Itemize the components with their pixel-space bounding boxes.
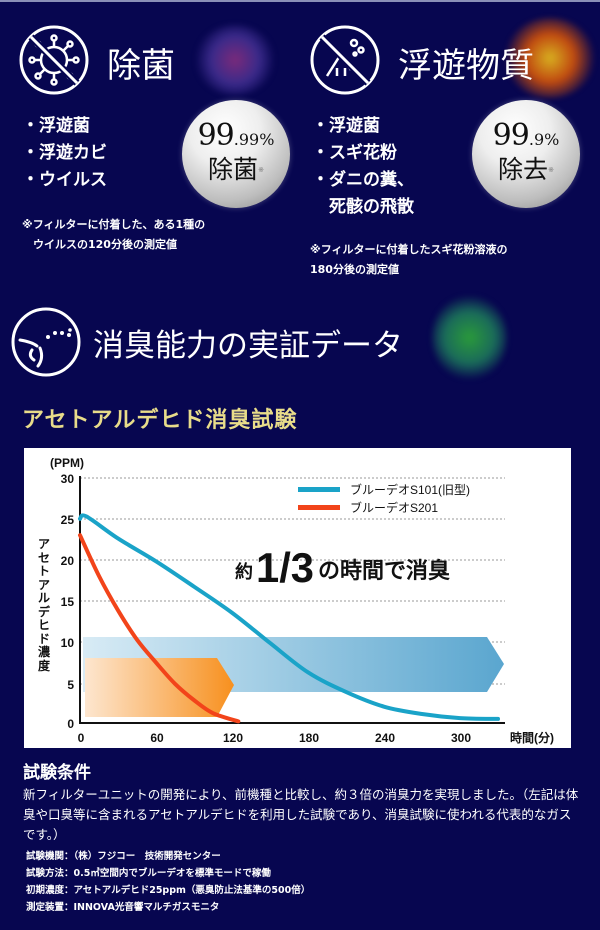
sterilize-note: ※フィルターに付着した、ある1種の ウイルスの120分後の測定値	[22, 215, 205, 255]
svg-text:10: 10	[61, 636, 75, 650]
badge-note-mark: ※	[548, 166, 554, 174]
deodorize-title: 消臭能力の実証データ	[93, 328, 403, 364]
list-item: ・スギ花粉	[312, 143, 397, 163]
badge-value-main: 99	[197, 118, 235, 153]
legend-label-s201: ブルーデオS201	[350, 500, 438, 515]
y-unit-label: (PPM)	[50, 456, 84, 470]
x-axis-label: 時間(分)	[510, 730, 554, 745]
svg-text:30: 30	[61, 472, 75, 486]
no-particles-icon	[310, 25, 380, 95]
svg-text:1/3: 1/3	[256, 544, 314, 591]
note-line: ウイルスの120分後の測定値	[22, 238, 177, 251]
splash-decoration-green	[432, 295, 507, 380]
svg-text:15: 15	[61, 595, 75, 609]
note-line: 180分後の測定値	[310, 263, 399, 276]
badge-note-mark: ※	[258, 166, 264, 174]
svg-text:の時間で消臭: の時間で消臭	[318, 558, 450, 584]
svg-text:約: 約	[235, 561, 253, 583]
svg-text:120: 120	[223, 731, 243, 745]
legend-swatch-s201	[298, 505, 340, 510]
spec-line: 初期濃度：アセトアルデヒド25ppm（悪臭防止法基準の500倍）	[26, 885, 311, 896]
test-conditions-description: 新フィルターユニットの開発により、前機種と比較し、約３倍の消臭力を実現しました。…	[23, 787, 579, 842]
svg-text:60: 60	[150, 731, 164, 745]
sterilize-rate-badge: 99.99% 除菌※	[182, 100, 290, 208]
svg-text:0: 0	[78, 731, 85, 745]
test-specs-list: 試験機関：（株）フジコー 技術開発センター 試験方法：0.5㎥空間内でブルーデオ…	[26, 848, 310, 916]
series-line-s201	[78, 533, 241, 724]
svg-text:0: 0	[67, 717, 74, 731]
list-item: ・浮遊菌	[312, 116, 380, 136]
airborne-rate-badge: 99.9% 除去※	[472, 100, 580, 208]
badge-value-decimal: .99%	[233, 130, 275, 149]
y-tick-labels: 30 25 20 15 10 5 0	[61, 472, 75, 731]
airborne-target-list: ・浮遊菌 ・スギ花粉 ・ダニの糞、 死骸の飛散	[312, 113, 414, 221]
spec-line: 測定装置：INNOVA光音響マルチガスモニタ	[26, 902, 220, 913]
svg-text:240: 240	[375, 731, 395, 745]
test-conditions-title: 試験条件	[23, 763, 91, 783]
svg-text:5: 5	[67, 678, 74, 692]
airborne-title: 浮遊物質	[398, 46, 534, 86]
svg-text:20: 20	[61, 554, 75, 568]
legend-swatch-s101	[298, 487, 340, 492]
list-item: 死骸の飛散	[312, 197, 414, 217]
svg-text:300: 300	[451, 731, 471, 745]
list-item: ・ウイルス	[22, 170, 107, 190]
test-subtitle: アセトアルデヒド消臭試験	[22, 408, 298, 433]
chart-legend: ブルーデオS101(旧型) ブルーデオS201	[298, 482, 470, 515]
y-axis-label: アセトアルデヒド濃度	[38, 537, 51, 673]
chart-plot: 30 25 20 15 10 5 0 0 60 120 180 240 300 …	[50, 456, 554, 745]
sterilize-target-list: ・浮遊菌 ・浮遊カビ ・ウイルス	[22, 113, 107, 194]
list-item: ・浮遊カビ	[22, 143, 107, 163]
top-divider	[0, 0, 600, 2]
no-virus-icon	[19, 25, 89, 95]
list-item: ・浮遊菌	[22, 116, 90, 136]
spec-line: 試験方法：0.5㎥空間内でブルーデオを標準モードで稼働	[26, 868, 271, 879]
sterilize-title: 除菌	[107, 46, 175, 86]
note-line: ※フィルターに付着したスギ花粉溶液の	[310, 243, 508, 256]
badge-label: 除去	[498, 155, 549, 184]
spec-line: 試験機関：（株）フジコー 技術開発センター	[26, 851, 221, 862]
series-line-s101	[78, 513, 500, 721]
badge-value-main: 99	[492, 118, 530, 153]
chart-headline: 約 1/3 の時間で消臭	[235, 544, 450, 591]
list-item: ・ダニの糞、	[312, 170, 414, 190]
odor-nose-icon	[11, 307, 81, 377]
svg-text:180: 180	[299, 731, 319, 745]
svg-text:25: 25	[61, 513, 75, 527]
x-tick-labels: 0 60 120 180 240 300	[78, 731, 472, 745]
note-line: ※フィルターに付着した、ある1種の	[22, 218, 206, 231]
legend-label-s101: ブルーデオS101(旧型)	[350, 482, 470, 497]
badge-value-decimal: .9%	[528, 130, 560, 149]
splash-decoration-orange	[505, 18, 595, 98]
deodorization-chart: 30 25 20 15 10 5 0 0 60 120 180 240 300 …	[24, 448, 571, 748]
badge-label: 除菌	[208, 155, 259, 184]
airborne-note: ※フィルターに付着したスギ花粉溶液の 180分後の測定値	[310, 240, 507, 280]
splash-decoration-purple	[195, 25, 275, 95]
